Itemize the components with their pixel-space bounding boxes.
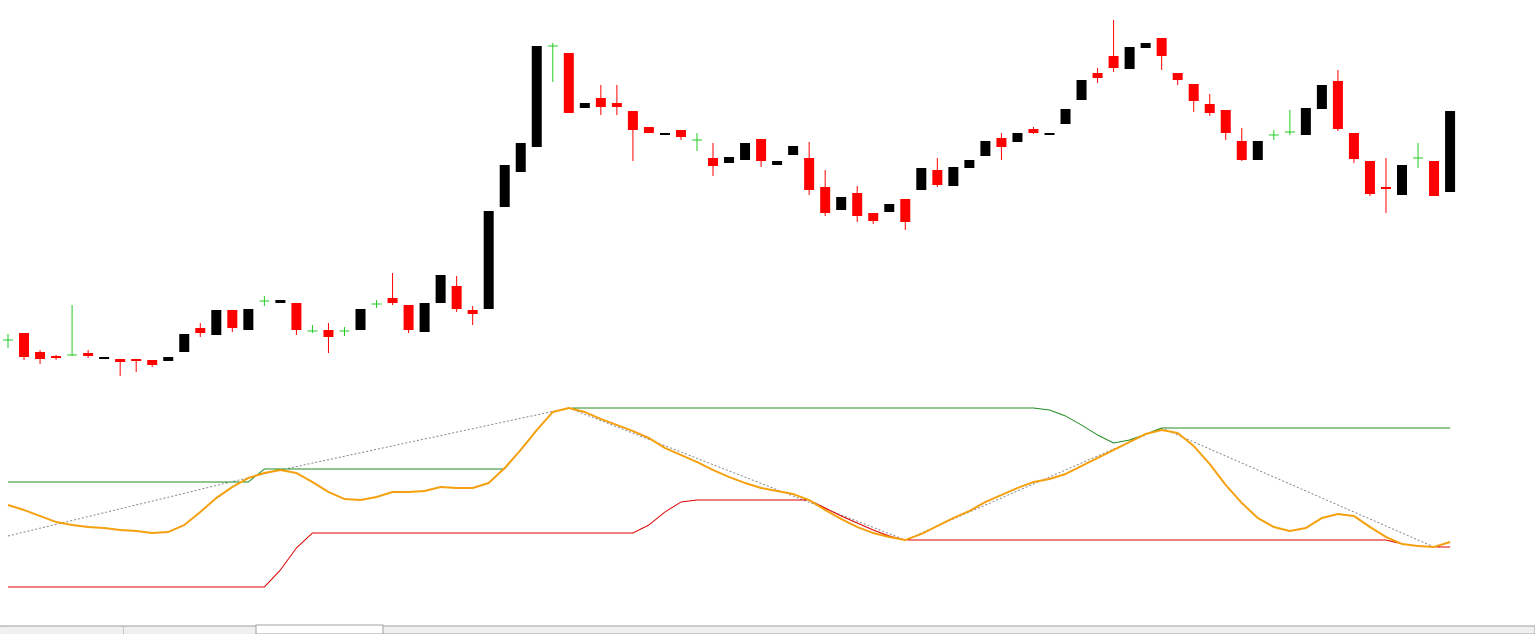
- candle-body: [99, 357, 110, 359]
- candle-body: [1380, 187, 1391, 189]
- candle-body: [1076, 80, 1087, 100]
- candle-body: [595, 98, 606, 107]
- candle-body: [996, 138, 1007, 147]
- candle-body: [163, 357, 174, 361]
- candle-body: [1140, 43, 1151, 48]
- candle-body: [499, 165, 510, 207]
- candle-body: [1445, 111, 1456, 192]
- candle-body: [740, 143, 751, 160]
- candle-body: [1092, 73, 1103, 78]
- candle-body: [900, 199, 911, 222]
- candle-body: [451, 286, 462, 309]
- candle-body: [403, 305, 414, 330]
- candle-body: [756, 139, 767, 161]
- candle-body: [275, 300, 286, 303]
- candle-body: [51, 356, 62, 358]
- candle-body: [435, 275, 446, 303]
- candle-body: [195, 328, 206, 333]
- candle-body: [1012, 133, 1023, 142]
- candle-body: [1204, 104, 1215, 113]
- indicator-line: [8, 407, 1451, 483]
- candle-body: [884, 204, 895, 212]
- candle-body: [531, 46, 542, 147]
- candle-body: [1124, 47, 1135, 69]
- candle-body: [483, 211, 494, 309]
- candle-body: [1108, 56, 1119, 68]
- candle-body: [1252, 141, 1263, 160]
- candle-body: [1220, 110, 1231, 133]
- candle-body: [1429, 161, 1440, 196]
- tab-strip: [0, 625, 1535, 634]
- tab[interactable]: [0, 627, 123, 634]
- candles: [3, 20, 1456, 376]
- candle-body: [83, 353, 94, 356]
- tab[interactable]: [124, 627, 255, 634]
- candle-body: [1188, 84, 1199, 101]
- candle-body: [724, 157, 735, 163]
- candle-body: [772, 161, 783, 165]
- candle-body: [643, 127, 654, 133]
- candle-body: [980, 141, 991, 156]
- candle-body: [852, 193, 863, 216]
- candle-body: [868, 213, 879, 221]
- candle-body: [820, 187, 831, 213]
- candle-body: [563, 53, 574, 113]
- candle-body: [291, 303, 302, 330]
- candle-body: [35, 352, 46, 359]
- candle-body: [323, 330, 334, 337]
- candle-body: [115, 359, 126, 362]
- candle-body: [19, 333, 30, 357]
- candle-body: [243, 309, 254, 330]
- indicator-line: [7, 407, 1451, 548]
- candle-body: [1044, 133, 1055, 135]
- candle-body: [211, 310, 222, 335]
- candle-body: [659, 133, 670, 135]
- candle-body: [627, 111, 638, 130]
- candle-body: [579, 103, 590, 108]
- candle-body: [1300, 108, 1311, 135]
- candle-body: [419, 303, 430, 332]
- candle-body: [515, 143, 526, 172]
- indicator-line: [8, 499, 1451, 588]
- candle-body: [675, 130, 686, 137]
- candle-body: [964, 160, 975, 168]
- candle-body: [916, 168, 927, 190]
- candle-body: [179, 334, 190, 352]
- candle-body: [788, 146, 799, 155]
- candle-body: [708, 158, 719, 166]
- candle-body: [1316, 85, 1327, 109]
- candle-body: [1397, 165, 1408, 195]
- candle-body: [1172, 73, 1183, 80]
- tab-active[interactable]: [255, 624, 384, 634]
- candle-body: [131, 359, 142, 361]
- candle-body: [1028, 129, 1039, 133]
- candle-body: [1348, 133, 1359, 159]
- candle-body: [932, 170, 943, 185]
- candle-body: [611, 103, 622, 107]
- candle-body: [387, 298, 398, 303]
- candle-body: [1060, 109, 1071, 124]
- candle-body: [1156, 38, 1167, 56]
- candle-body: [467, 310, 478, 314]
- candle-body: [836, 197, 847, 210]
- candle-body: [227, 310, 238, 328]
- candle-body: [1364, 161, 1375, 194]
- candle-body: [804, 158, 815, 190]
- candle-body: [355, 309, 366, 330]
- candle-body: [1236, 141, 1247, 160]
- candle-body: [948, 167, 959, 186]
- candle-body: [1332, 81, 1343, 129]
- candle-body: [147, 360, 158, 365]
- tab-bar: [0, 624, 1535, 634]
